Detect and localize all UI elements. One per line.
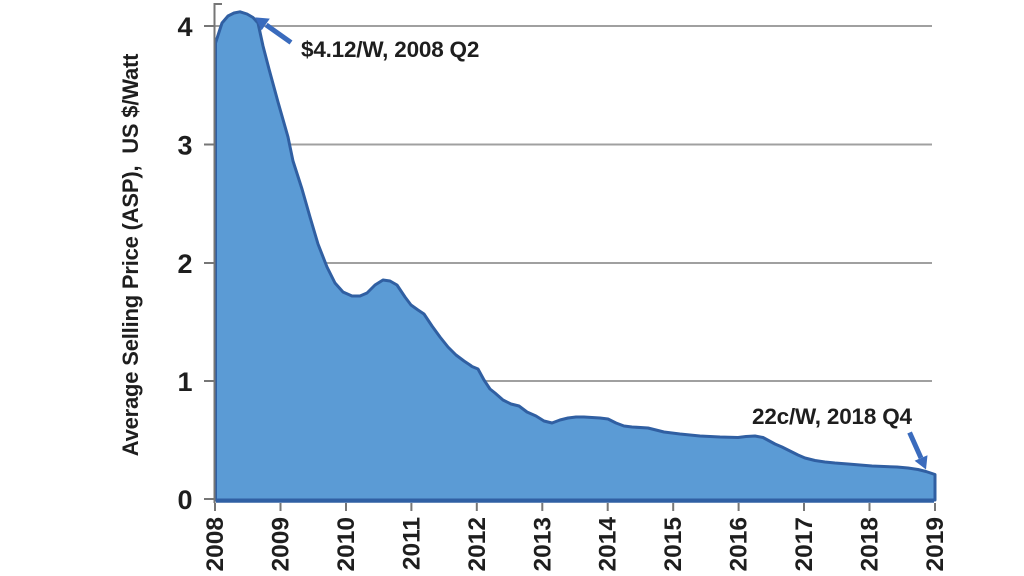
svg-text:$4.12/W, 2008 Q2: $4.12/W, 2008 Q2 (301, 37, 479, 62)
svg-text:2010: 2010 (333, 517, 360, 572)
svg-text:2011: 2011 (398, 517, 425, 570)
svg-text:2016: 2016 (726, 517, 753, 572)
svg-text:2018: 2018 (857, 517, 884, 572)
svg-text:1: 1 (177, 367, 192, 397)
svg-text:2008: 2008 (202, 517, 229, 572)
svg-text:2017: 2017 (791, 517, 818, 572)
svg-text:2009: 2009 (268, 517, 295, 572)
svg-text:Average Selling Price (ASP),: Average Selling Price (ASP), US $/Watt (118, 53, 143, 456)
svg-text:2: 2 (177, 249, 192, 279)
svg-text:4: 4 (177, 12, 192, 42)
svg-text:2012: 2012 (464, 517, 491, 572)
svg-text:2013: 2013 (529, 517, 556, 572)
svg-text:0: 0 (177, 485, 192, 515)
svg-text:3: 3 (177, 131, 192, 161)
svg-text:22c/W, 2018 Q4: 22c/W, 2018 Q4 (752, 404, 912, 429)
svg-text:2015: 2015 (660, 517, 687, 572)
svg-text:2014: 2014 (595, 517, 622, 572)
svg-text:2019: 2019 (922, 517, 949, 572)
